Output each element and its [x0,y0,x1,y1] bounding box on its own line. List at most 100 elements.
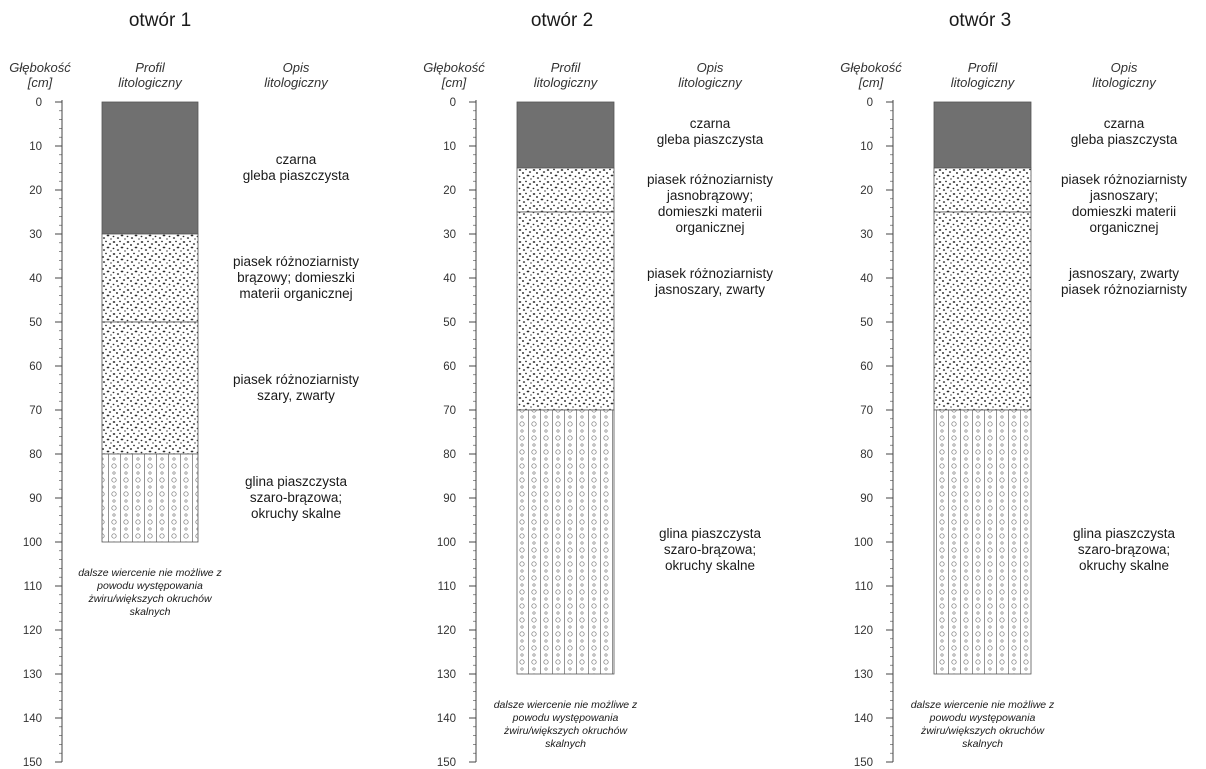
layer-sand [516,167,615,213]
borehole-title: otwór 2 [531,10,593,31]
drilling-note-line: skalnych [130,606,171,618]
depth-axis: 0 10 20 30 40 50 60 70 80 90 100 110 120 130 140 150 [23,97,63,769]
depth-tick-label: 90 [29,493,42,505]
header-depth-unit: [cm] [441,75,467,90]
header-depth-unit: [cm] [858,75,884,90]
header-description-2: litologiczny [264,75,329,90]
layer-sand [101,233,199,323]
drilling-note-line: powodu występowania [96,580,203,592]
depth-tick-label: 0 [867,97,873,109]
borehole-1: otwór 1Głębokość[cm]ProfillitologicznyOp… [9,10,359,769]
layer-description-line: okruchy skalne [251,506,341,521]
drilling-note-line: dalsze wiercenie nie możliwe z [78,567,222,579]
depth-tick-label: 60 [29,361,42,373]
layer-description-line: piasek różnoziarnisty [647,172,773,187]
layer-sand [933,211,1032,411]
layer-sand [101,321,199,455]
layer-description-line: organicznej [1089,220,1158,235]
depth-tick-label: 30 [29,229,42,241]
layer-description-line: materii organicznej [239,286,352,301]
depth-tick-label: 100 [437,537,456,549]
drilling-note-line: żwiru/większych okruchów [87,593,213,605]
header-profile-2: litologiczny [118,75,183,90]
depth-tick-label: 10 [443,141,456,153]
layer-description-line: szary, zwarty [257,388,335,403]
drilling-note-line: skalnych [962,738,1003,750]
depth-tick-label: 50 [860,317,873,329]
header-description: Opis [1111,60,1138,75]
depth-tick-label: 80 [860,449,873,461]
layer-description-line: czarna [1104,116,1145,131]
header-profile: Profil [551,60,582,75]
drilling-note-line: żwiru/większych okruchów [920,725,1046,737]
depth-tick-label: 70 [860,405,873,417]
layer-sand [516,211,615,411]
layer-description-line: domieszki materii [658,204,762,219]
depth-tick-label: 20 [443,185,456,197]
depth-tick-label: 50 [29,317,42,329]
borehole-title: otwór 1 [129,10,191,31]
depth-axis: 0 10 20 30 40 50 60 70 80 90 100 110 120 130 140 150 [854,97,894,769]
borehole-2: otwór 2Głębokość[cm]ProfillitologicznyOp… [423,10,773,769]
depth-tick-label: 40 [860,273,873,285]
depth-tick-label: 110 [855,581,873,593]
header-description-2: litologiczny [678,75,743,90]
depth-tick-label: 80 [29,449,42,461]
layer-soil [516,101,615,169]
borehole-title: otwór 3 [949,10,1011,31]
depth-tick-label: 120 [437,625,456,637]
layer-description-line: gleba piaszczysta [243,168,350,183]
layer-description-line: okruchy skalne [1079,558,1169,573]
depth-tick-label: 30 [443,229,456,241]
depth-tick-label: 10 [29,141,42,153]
depth-tick-label: 30 [860,229,873,241]
header-profile: Profil [135,60,166,75]
depth-tick-label: 40 [443,273,456,285]
layer-description-line: szaro-brązowa; [664,542,756,557]
header-depth-unit: [cm] [27,75,53,90]
depth-tick-label: 0 [36,97,42,109]
header-profile-2: litologiczny [951,75,1016,90]
drilling-note-line: powodu występowania [512,712,619,724]
header-depth: Głębokość [423,60,485,75]
layer-description-line: glina piaszczysta [245,474,348,489]
layer-description-line: piasek różnoziarnisty [1061,172,1187,187]
depth-tick-label: 120 [854,625,873,637]
layer-description-line: gleba piaszczysta [1071,132,1178,147]
layer-soil [101,101,199,235]
header-description-2: litologiczny [1092,75,1157,90]
layer-description-line: piasek różnoziarnisty [647,266,773,281]
layer-description-line: gleba piaszczysta [657,132,764,147]
depth-tick-label: 70 [29,405,42,417]
depth-tick-label: 80 [443,449,456,461]
layer-description-line: piasek różnoziarnisty [233,372,359,387]
layer-description-line: brązowy; domieszki [237,270,355,285]
layer-description-line: jasnoszary, zwarty [1068,266,1179,281]
layer-clay [101,453,199,543]
layer-clay [516,409,615,675]
drilling-note-line: skalnych [545,738,586,750]
depth-tick-label: 130 [23,669,42,681]
layer-description-line: szaro-brązowa; [1078,542,1170,557]
layer-clay [933,409,1032,675]
depth-tick-label: 130 [854,669,873,681]
depth-tick-label: 150 [854,757,873,769]
depth-tick-label: 140 [437,713,456,725]
header-profile: Profil [968,60,999,75]
depth-tick-label: 90 [443,493,456,505]
depth-tick-label: 150 [23,757,42,769]
depth-axis: 0 10 20 30 40 50 60 70 80 90 100 110 120 130 140 150 [437,97,477,769]
layer-description-line: glina piaszczysta [659,526,762,541]
layer-description-line: szaro-brązowa; [250,490,342,505]
depth-tick-label: 150 [437,757,456,769]
depth-tick-label: 120 [23,625,42,637]
depth-tick-label: 40 [29,273,42,285]
layer-description-line: okruchy skalne [665,558,755,573]
depth-tick-label: 100 [23,537,42,549]
drilling-note-line: powodu występowania [929,712,1036,724]
depth-tick-label: 140 [854,713,873,725]
layer-soil [933,101,1032,169]
depth-tick-label: 10 [860,141,873,153]
depth-tick-label: 60 [860,361,873,373]
